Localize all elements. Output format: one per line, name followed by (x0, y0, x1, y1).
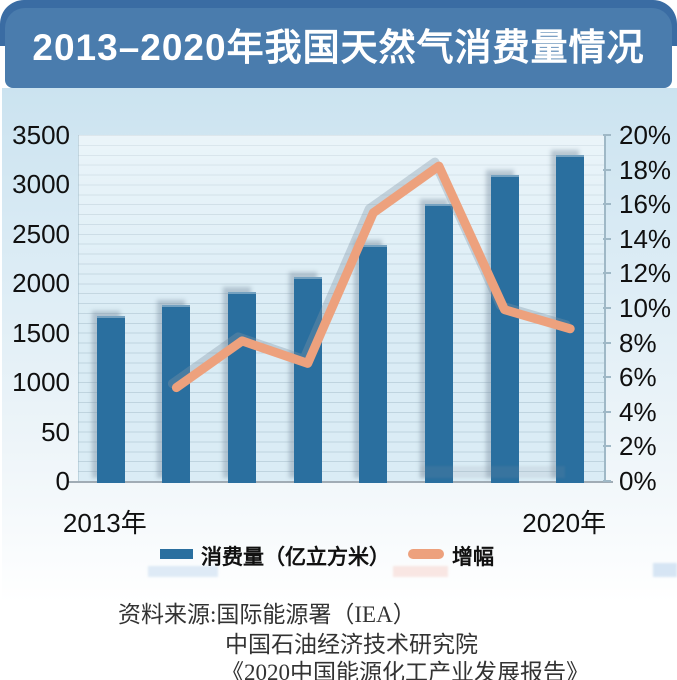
right-axis-tick-mark (603, 272, 611, 275)
left-axis-tick-label: 2000 (12, 268, 70, 299)
right-axis-tick-label: 20% (619, 120, 672, 150)
right-axis-tick-label: 12% (619, 258, 672, 289)
chart-title: 2013–2020年我国天然气消费量情况 (32, 27, 645, 68)
left-axis-tick-label: 50 (41, 416, 70, 447)
bar-2014年 (162, 305, 191, 483)
left-axis-tick-label: 1500 (12, 317, 70, 348)
source-line-1: 资料来源:国际能源署（IEA） (118, 602, 416, 627)
left-axis-tick-label: 2500 (12, 218, 70, 249)
right-axis-tick-label: 2% (619, 431, 657, 462)
right-axis-tick-mark (603, 203, 611, 206)
right-axis-tick-mark (603, 237, 611, 240)
growth-line-series (167, 157, 575, 393)
x-axis-label-2013年: 2013年 (62, 508, 147, 538)
bar-2015年 (228, 292, 257, 483)
right-axis-tick-mark (603, 134, 611, 136)
right-axis-tick-mark (603, 168, 611, 171)
legend-swatch-growth (408, 549, 444, 559)
bar-2018年 (424, 204, 453, 483)
watermark-artifact (420, 466, 565, 478)
right-axis-tick-mark (603, 480, 611, 482)
source-line-2: 中国石油经济技术研究院 (225, 632, 478, 657)
left-axis-tick-label: 3000 (12, 169, 70, 200)
right-axis-tick-label: 0% (619, 466, 657, 496)
right-axis-tick-mark (603, 445, 611, 448)
x-axis-label-2020年: 2020年 (522, 508, 607, 538)
right-axis-tick-label: 6% (619, 362, 657, 393)
bar-2017年 (359, 244, 388, 483)
bar-2013年 (96, 315, 125, 483)
bar-2020年 (556, 154, 585, 483)
right-axis-tick-mark (603, 307, 611, 309)
bar-2016年 (293, 277, 322, 483)
bar-2019年 (490, 174, 519, 483)
legend-label-consumption: 消费量（亿立方米） (201, 546, 390, 569)
title-banner: 2013–2020年我国天然气消费量情况 (5, 8, 672, 88)
watermark-artifact (148, 566, 218, 577)
legend-label-growth: 增幅 (452, 546, 494, 569)
left-axis-tick-label: 1000 (12, 367, 70, 398)
left-axis-tick-label: 3500 (12, 120, 70, 150)
x-axis-line (68, 481, 613, 483)
right-axis-tick-label: 4% (619, 396, 657, 427)
watermark-artifact (393, 566, 448, 577)
source-line-3: 《2020中国能源化工产业发展报告》 (221, 660, 589, 680)
growth-line (171, 161, 575, 393)
right-axis-tick-label: 14% (619, 223, 672, 254)
legend-swatch-consumption (160, 549, 193, 559)
right-axis-tick-label: 18% (619, 154, 672, 185)
watermark-artifact (653, 563, 677, 577)
right-axis-tick-label: 10% (619, 293, 672, 323)
right-axis-tick-label: 8% (619, 327, 657, 358)
right-axis-tick-mark (603, 410, 611, 413)
right-axis-tick-mark (603, 376, 611, 379)
left-axis-tick-label: 0 (55, 466, 70, 496)
right-axis-tick-label: 16% (619, 189, 672, 220)
right-axis-tick-mark (603, 341, 611, 344)
